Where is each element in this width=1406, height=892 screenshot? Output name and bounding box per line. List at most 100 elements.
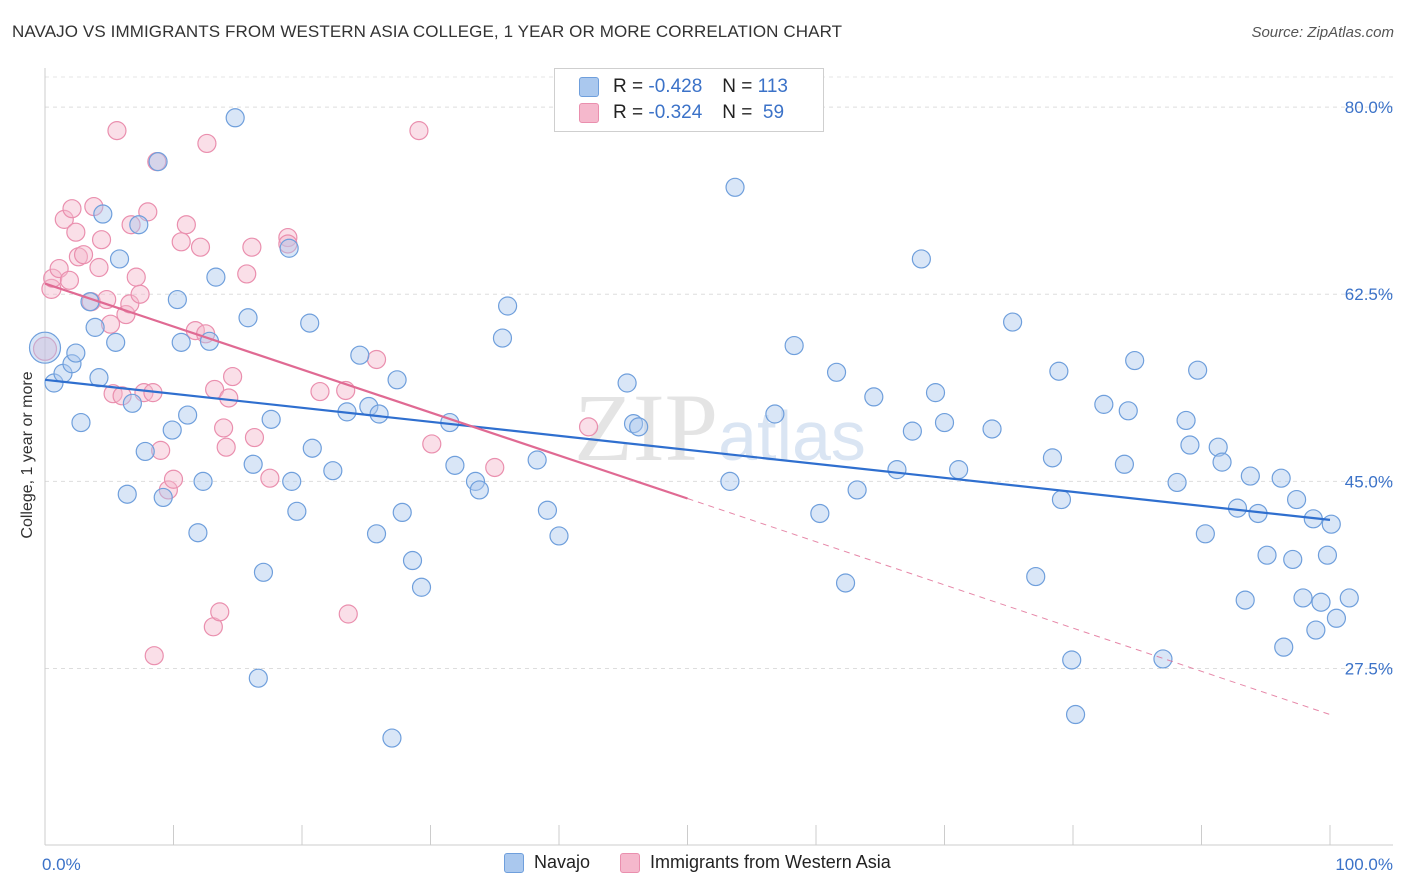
navajo-point (784, 335, 804, 356)
y-tick-label: 80.0% (1345, 98, 1393, 117)
immigrants-swatch (620, 852, 641, 873)
navajo-point (902, 421, 922, 441)
immigrants-point (73, 245, 94, 265)
navajo-point (302, 438, 322, 458)
navajo-point (411, 577, 432, 597)
navajo-point (445, 455, 465, 475)
navajo-point (864, 387, 884, 407)
navajo-point (171, 332, 191, 352)
navajo-point (492, 328, 513, 348)
legend-n-value: 59 (757, 102, 785, 123)
navajo-point (949, 460, 969, 480)
immigrants-point (216, 437, 236, 457)
navajo-point (300, 313, 320, 333)
navajo-point (1153, 649, 1173, 669)
navajo-point (402, 550, 423, 571)
navajo-point (847, 480, 867, 500)
legend-row-navajo: R = -0.428 N = 113 (579, 75, 788, 99)
navajo-point (1283, 549, 1303, 570)
navajo-point (835, 573, 856, 593)
navajo-point (1212, 452, 1232, 472)
navajo-point (1065, 704, 1086, 725)
navajo-point (1274, 637, 1294, 657)
navajo-point (1114, 454, 1135, 474)
navajo-point (1271, 468, 1291, 488)
navajo-point (887, 460, 907, 480)
navajo-point (238, 308, 258, 328)
navajo-point (129, 215, 149, 235)
navajo-point (469, 480, 489, 500)
legend-n-label: N = (722, 102, 753, 123)
navajo-point (911, 249, 931, 269)
tick-labels: 27.5% 45.0% 62.5% 80.0% 0.0% 100.0% (42, 98, 1393, 874)
navajo-point (93, 204, 113, 224)
series-legend-immigrants[interactable]: Immigrants from Western Asia (620, 852, 891, 873)
immigrants-trend-extension (687, 498, 1331, 716)
immigrants-point (62, 199, 82, 219)
immigrants-point (214, 418, 234, 438)
navajo-point (382, 728, 402, 748)
immigrants-point (242, 237, 262, 257)
stats-legend: R = -0.428 N = 113 R = -0.324 N = 59 (554, 68, 824, 132)
series-legend-navajo[interactable]: Navajo (504, 852, 590, 873)
navajo-point (1235, 590, 1255, 610)
navajo-point (1240, 466, 1260, 486)
immigrants-point (223, 366, 243, 387)
navajo-point (1257, 545, 1277, 565)
immigrants-series (32, 121, 599, 666)
source-label: Source: ZipAtlas.com (1251, 24, 1394, 41)
y-tick-label: 62.5% (1345, 285, 1393, 304)
navajo-point (720, 471, 740, 491)
navajo-point (1311, 592, 1331, 612)
immigrants-point (485, 457, 505, 478)
navajo-point (1195, 524, 1215, 544)
immigrants-point (578, 417, 599, 437)
navajo-point (62, 354, 82, 374)
immigrants-point (210, 602, 230, 622)
navajo-point (225, 108, 245, 128)
navajo-point (1317, 545, 1338, 565)
immigrants-point (409, 121, 429, 141)
immigrants-point (91, 230, 112, 250)
navajo-point (109, 249, 130, 269)
navajo-point (1003, 312, 1023, 332)
navajo-point (71, 412, 91, 433)
immigrants-swatch (579, 103, 599, 123)
navajo-point (617, 373, 637, 393)
immigrants-point (66, 222, 86, 242)
x-tick-label: 0.0% (42, 855, 81, 874)
navajo-point (623, 414, 644, 434)
immigrants-point (190, 237, 211, 257)
immigrants-trend-line (44, 282, 688, 500)
immigrants-point (112, 386, 132, 406)
navajo-point (1167, 472, 1187, 493)
immigrants-point (171, 232, 191, 252)
immigrants-point (97, 289, 117, 310)
immigrants-point (176, 215, 196, 235)
immigrants-point (197, 133, 217, 154)
legend-n-value: 113 (757, 76, 788, 97)
immigrants-point (219, 388, 239, 408)
navajo-point (1180, 435, 1200, 455)
navajo-point (369, 404, 389, 424)
navajo-point (629, 417, 649, 437)
navajo-point (1042, 448, 1063, 468)
navajo-point (193, 471, 213, 491)
navajo-point (28, 331, 62, 364)
navajo-point (153, 487, 173, 508)
y-axis-label: College, 1 year or more (19, 371, 36, 539)
axes (44, 68, 1393, 846)
navajo-point (392, 502, 412, 523)
immigrants-point (338, 604, 358, 624)
navajo-point (1326, 608, 1347, 628)
series-legend: Navajo Immigrants from Western Asia (504, 852, 921, 873)
navajo-point (1026, 566, 1046, 587)
navajo-point (934, 412, 955, 433)
navajo-point (1321, 514, 1341, 534)
navajo-point (527, 450, 547, 470)
immigrants-point (422, 434, 442, 454)
navajo-swatch (504, 852, 524, 873)
navajo-point (253, 562, 274, 582)
navajo-swatch (579, 77, 599, 97)
